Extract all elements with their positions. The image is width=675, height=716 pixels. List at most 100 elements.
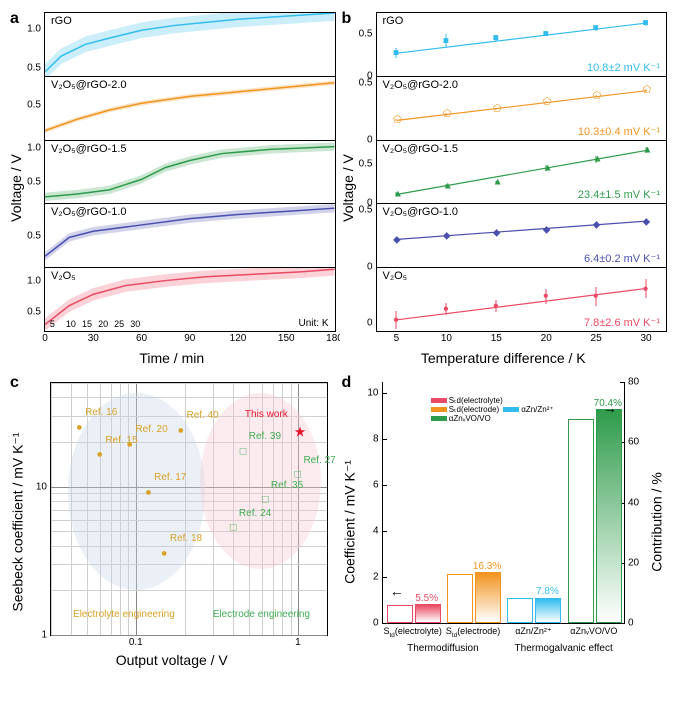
line-svg	[377, 77, 667, 140]
region-label-1: Electrolyte engineering	[73, 609, 175, 620]
temp-mark: 25	[114, 319, 124, 329]
panel-a-sub-0: rGO0.51.0	[44, 12, 336, 77]
bar-pct	[596, 409, 622, 623]
this-work-star: ★	[294, 423, 307, 440]
curve-svg	[45, 204, 335, 267]
unit-label: Unit: K	[298, 318, 328, 329]
panel-c-ylabel: Seebeck coefficient / mV K⁻¹	[10, 432, 27, 611]
temp-mark: 30	[130, 319, 140, 329]
data-point: ●	[543, 293, 550, 300]
ytick-left: 6	[353, 480, 379, 491]
xtick: 10	[441, 333, 452, 344]
ytick: 0.5	[15, 177, 41, 188]
bar-coef	[447, 574, 473, 623]
ytick: 0.5	[15, 307, 41, 318]
pct-label: 7.8%	[536, 586, 559, 597]
panel-a-sub-4: V₂O₅0.51.0Unit: K51015202530030609012015…	[44, 268, 336, 332]
data-point: ▲	[393, 190, 400, 197]
bar-coef	[387, 605, 413, 623]
group-label-2: Thermogalvanic effect	[515, 643, 613, 654]
data-point: ◆	[593, 221, 600, 228]
panel-b-sub-4: V₂O₅7.8±2.6 mV K⁻¹0●●●●●●51015202530	[376, 268, 668, 332]
xtick: 0.1	[129, 637, 143, 648]
panel-b-sub-1: V₂O₅@rGO-2.010.3±0.4 mV K⁻¹00.5⬠⬠⬠⬠⬠⬠	[376, 77, 668, 141]
right-arrow-icon: →	[603, 400, 617, 416]
data-point: ◆	[543, 226, 550, 233]
ref-label: Ref. 27	[303, 455, 335, 466]
bar-pct	[415, 604, 441, 623]
data-point: ⬠	[593, 93, 600, 100]
group-label-1: Thermodiffusion	[407, 643, 479, 654]
panel-c: c Seebeck coefficient / mV K⁻¹ 0.11110El…	[8, 372, 336, 672]
ytick-right: 80	[628, 377, 654, 388]
xtick: 5	[394, 333, 400, 344]
temp-mark: 10	[66, 319, 76, 329]
data-point: ■	[493, 35, 500, 42]
data-point: ■	[443, 37, 450, 44]
ytick: 0.5	[15, 62, 41, 73]
xtick: 1	[295, 637, 301, 648]
panel-c-xlabel: Output voltage / V	[8, 652, 336, 668]
panel-c-label: c	[10, 374, 19, 392]
scatter-point-gold: ●	[177, 424, 184, 431]
ytick-right: 40	[628, 497, 654, 508]
ytick-right: 0	[628, 618, 654, 629]
legend-item: Sₜd(electrolyte)	[431, 396, 503, 405]
data-point: ■	[643, 20, 650, 27]
ytick: 0.5	[15, 100, 41, 111]
data-point: ●	[593, 293, 600, 300]
scatter-point-green: □	[230, 522, 237, 529]
cat-label: αZnᵥVO/VO	[570, 626, 617, 636]
ytick: 0	[347, 134, 373, 145]
panel-b-stack: rGO10.8±2 mV K⁻¹00.5■■■■■■V₂O₅@rGO-2.010…	[376, 12, 668, 332]
data-point: ◆	[393, 236, 400, 243]
data-point: ●	[643, 285, 650, 292]
cat-label: Std(electrode)	[446, 626, 500, 639]
xtick: 60	[136, 333, 147, 344]
temp-mark: 5	[50, 319, 55, 329]
ytick-left: 10	[353, 388, 379, 399]
figure-grid: a Voltage / V rGO0.51.0V₂O₅@rGO-2.00.5V₂…	[8, 8, 667, 672]
xtick: 150	[278, 333, 295, 344]
data-point: ●	[493, 302, 500, 309]
panel-a-sub-2: V₂O₅@rGO-1.50.51.0	[44, 141, 336, 205]
scatter-point-green: □	[262, 494, 269, 501]
scatter-point-green: □	[240, 445, 247, 452]
ref-label: Ref. 40	[187, 410, 219, 421]
ytick-left: 2	[353, 572, 379, 583]
data-point: ⬠	[493, 105, 500, 112]
panel-a: a Voltage / V rGO0.51.0V₂O₅@rGO-2.00.5V₂…	[8, 8, 336, 368]
xtick: 0	[42, 333, 48, 344]
scatter-point-gold: ●	[96, 449, 103, 456]
ytick-right: 20	[628, 557, 654, 568]
panel-d: d Coefficient / mV K⁻¹ Contribution / % …	[340, 372, 668, 672]
panel-a-ylabel: Voltage / V	[8, 154, 24, 222]
line-svg	[377, 268, 667, 331]
ref-label: Ref. 16	[85, 407, 117, 418]
data-point: ⬠	[393, 117, 400, 124]
ytick: 1.0	[15, 275, 41, 286]
grid-h	[51, 397, 327, 398]
panel-a-sub-3: V₂O₅@rGO-1.00.5	[44, 204, 336, 268]
ytick-left: 4	[353, 526, 379, 537]
panel-b-sub-2: V₂O₅@rGO-1.523.4±1.5 mV K⁻¹00.5▲▲▲▲▲▲	[376, 141, 668, 205]
grid-h	[51, 383, 327, 384]
data-point: ●	[443, 306, 450, 313]
ref-label: Ref. 35	[271, 480, 303, 491]
panel-d-plot: 02468100204060805.5%Std(electrolyte)16.3…	[382, 382, 626, 624]
scatter-point-gold: ●	[161, 547, 168, 554]
ytick-left: 0	[353, 618, 379, 629]
data-point: ▲	[443, 183, 450, 190]
line-svg	[377, 13, 667, 76]
region-blob-1	[68, 393, 206, 590]
ytick: 0.5	[15, 230, 41, 241]
panel-b-sub-3: V₂O₅@rGO-1.06.4±0.2 mV K⁻¹00.5◆◆◆◆◆◆	[376, 204, 668, 268]
left-arrow-icon: ←	[390, 583, 404, 599]
legend-item: Sₜd(electrode)	[431, 405, 499, 414]
panel-b-xlabel: Temperature difference / K	[340, 350, 668, 366]
bar-coef	[507, 598, 533, 623]
data-point: ⬠	[443, 111, 450, 118]
ytick: 1.0	[15, 23, 41, 34]
scatter-point-gold: ●	[145, 486, 152, 493]
panel-c-plot: 0.11110Electrolyte engineeringElectrode …	[50, 382, 328, 636]
